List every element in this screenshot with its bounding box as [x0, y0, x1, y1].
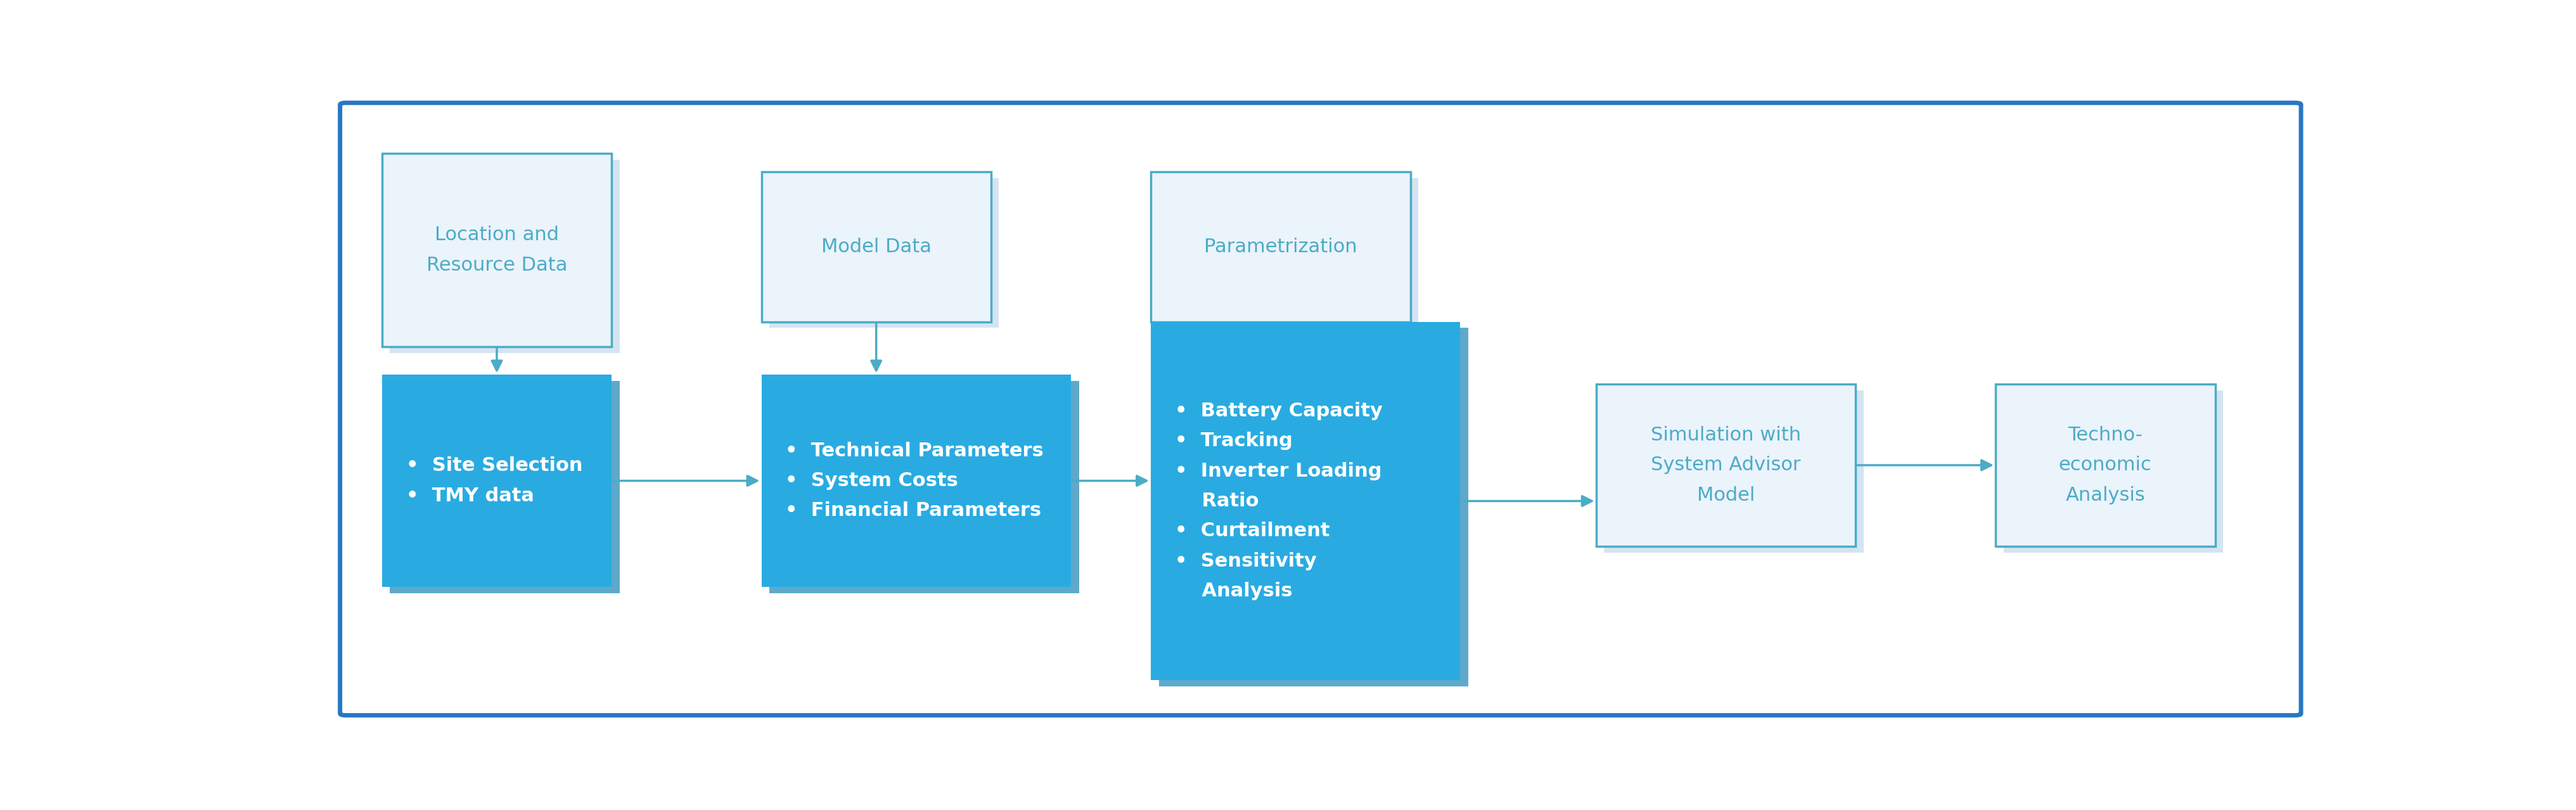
Text: Techno-
economic
Analysis: Techno- economic Analysis: [2058, 426, 2151, 505]
FancyBboxPatch shape: [762, 375, 1072, 586]
FancyBboxPatch shape: [1151, 322, 1461, 680]
FancyBboxPatch shape: [2004, 390, 2223, 552]
FancyBboxPatch shape: [389, 160, 618, 353]
Text: Parametrization: Parametrization: [1203, 237, 1358, 256]
FancyBboxPatch shape: [1159, 328, 1468, 687]
Text: Location and
Resource Data: Location and Resource Data: [425, 226, 567, 275]
FancyBboxPatch shape: [389, 381, 618, 593]
FancyBboxPatch shape: [770, 381, 1079, 593]
FancyBboxPatch shape: [340, 103, 2300, 715]
FancyBboxPatch shape: [762, 172, 992, 322]
Text: Model Data: Model Data: [822, 237, 930, 256]
FancyBboxPatch shape: [1994, 384, 2215, 546]
FancyBboxPatch shape: [381, 153, 611, 347]
FancyBboxPatch shape: [381, 375, 611, 586]
Text: •  Technical Parameters
•  System Costs
•  Financial Parameters: • Technical Parameters • System Costs • …: [786, 441, 1043, 520]
FancyBboxPatch shape: [1159, 178, 1417, 328]
FancyBboxPatch shape: [770, 178, 999, 328]
FancyBboxPatch shape: [1151, 172, 1409, 322]
FancyBboxPatch shape: [1605, 390, 1862, 552]
FancyBboxPatch shape: [1595, 384, 1855, 546]
Text: •  Site Selection
•  TMY data: • Site Selection • TMY data: [407, 457, 582, 505]
Text: Simulation with
System Advisor
Model: Simulation with System Advisor Model: [1651, 426, 1801, 505]
Text: •  Battery Capacity
•  Tracking
•  Inverter Loading
    Ratio
•  Curtailment
•  : • Battery Capacity • Tracking • Inverter…: [1175, 402, 1383, 600]
